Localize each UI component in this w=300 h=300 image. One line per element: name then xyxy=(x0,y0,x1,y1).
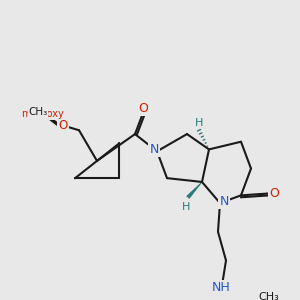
Text: O: O xyxy=(58,119,68,132)
Text: methoxy: methoxy xyxy=(22,109,64,119)
Text: N: N xyxy=(149,143,159,156)
Text: NH: NH xyxy=(212,281,230,294)
Text: O: O xyxy=(138,102,148,115)
Text: CH₃: CH₃ xyxy=(28,107,48,117)
Text: O: O xyxy=(269,187,279,200)
Text: H: H xyxy=(182,202,190,212)
Text: H: H xyxy=(195,118,203,128)
Text: CH₃: CH₃ xyxy=(258,292,279,300)
Text: N: N xyxy=(219,195,229,208)
Polygon shape xyxy=(187,182,202,198)
